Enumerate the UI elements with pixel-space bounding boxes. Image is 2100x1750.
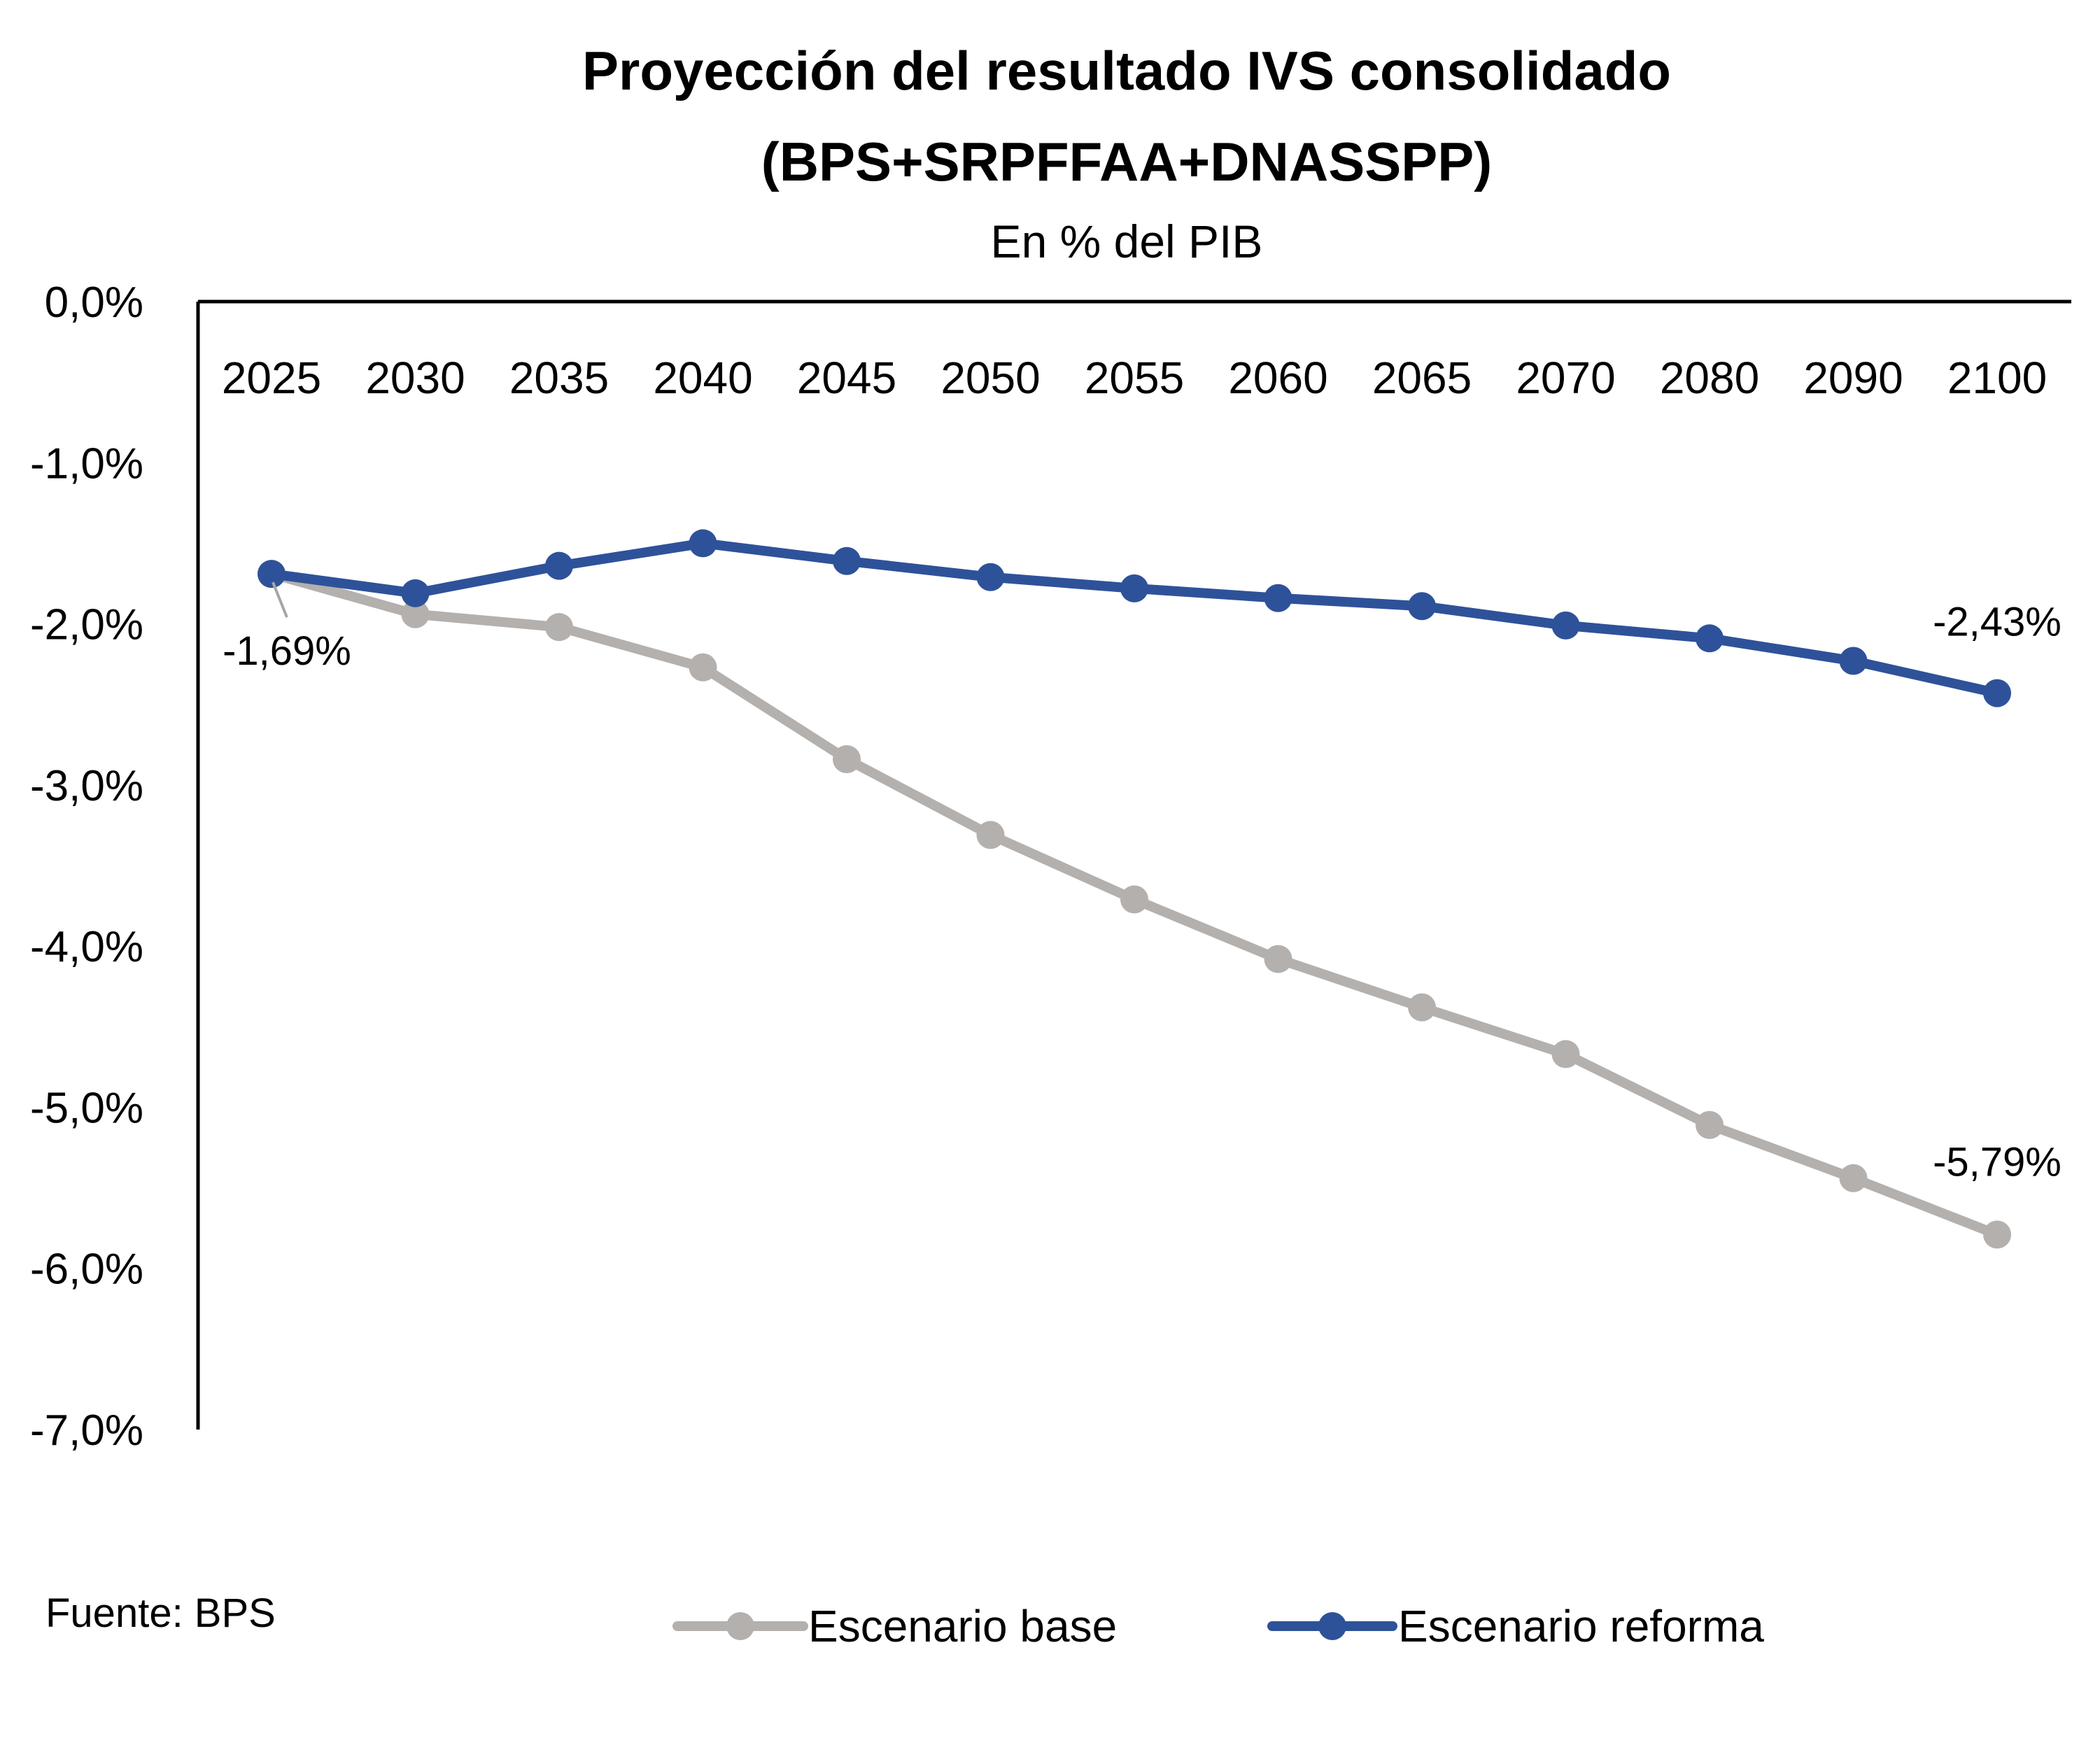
data-label: -1,69%: [223, 628, 351, 674]
legend-item-reforma: Escenario reforma: [1267, 1601, 1764, 1651]
legend: Escenario base Escenario reforma: [672, 1601, 1764, 1651]
y-tick-label: -6,0%: [30, 1246, 143, 1294]
x-tick-label: 2060: [1228, 353, 1327, 403]
data-label: -5,79%: [1933, 1139, 2062, 1185]
chart-title-line-2: (BPS+SRPFFAA+DNASSPP): [761, 131, 1493, 192]
data-label: -2,43%: [1933, 600, 2062, 645]
y-tick-label: -5,0%: [30, 1084, 143, 1132]
legend-item-base: Escenario base: [672, 1601, 1117, 1651]
x-tick-label: 2070: [1516, 353, 1615, 403]
x-tick-label: 2030: [365, 353, 465, 403]
y-axis-ticks: 0,0% -1,0% -2,0% -3,0% -4,0% -5,0% -6,0% -7,0%: [30, 278, 143, 1455]
x-tick-label: 2065: [1372, 353, 1472, 403]
source-note: Fuente: BPS: [45, 1590, 276, 1636]
x-axis-ticks: 2025 2030 2035 2040 2045 2050 2055 2060 2065 2070…: [222, 353, 2047, 403]
data-point: [689, 653, 717, 682]
series-line: [267, 538, 2002, 698]
data-point: [976, 821, 1005, 849]
axes: [196, 299, 2071, 1430]
data-point: [401, 600, 430, 628]
data-point: [1551, 611, 1580, 640]
data-point: [1983, 1220, 2011, 1249]
y-tick-label: 0,0%: [45, 278, 143, 327]
series-layer: [258, 529, 2011, 1249]
y-tick-label: -2,0%: [30, 601, 143, 649]
data-point: [1696, 624, 1724, 653]
data-point: [689, 529, 717, 558]
data-point: [1696, 1110, 1724, 1139]
legend-label: Escenario base: [808, 1601, 1117, 1651]
x-tick-label: 2035: [509, 353, 609, 403]
chart-subtitle: En % del PIB: [991, 216, 1263, 267]
legend-label: Escenario reforma: [1398, 1601, 1764, 1651]
y-tick-label: -4,0%: [30, 923, 143, 971]
y-tick-label: -1,0%: [30, 439, 143, 488]
x-tick-label: 2050: [940, 353, 1040, 403]
data-point: [1408, 592, 1436, 621]
data-point: [401, 579, 430, 607]
x-tick-label: 2080: [1660, 353, 1759, 403]
data-labels: -1,69% -2,43% -5,79%: [223, 581, 2062, 1185]
data-point: [1120, 885, 1148, 914]
y-tick-label: -7,0%: [30, 1406, 143, 1455]
x-tick-label: 2090: [1803, 353, 1903, 403]
data-point: [1264, 945, 1292, 973]
x-tick-label: 2055: [1085, 353, 1184, 403]
data-point: [976, 563, 1005, 591]
data-point: [833, 745, 861, 774]
data-point: [1839, 1164, 1868, 1192]
data-point: [545, 613, 573, 642]
label-leader-line: [272, 581, 288, 618]
x-tick-label: 2045: [797, 353, 896, 403]
x-tick-label: 2040: [653, 353, 752, 403]
data-point: [833, 546, 861, 575]
series-reforma: [258, 529, 2011, 707]
data-point: [1839, 647, 1868, 675]
data-point: [1264, 584, 1292, 612]
data-point: [258, 560, 286, 588]
data-point: [1551, 1040, 1580, 1068]
legend-swatch-marker: [726, 1612, 754, 1640]
x-tick-label: 2025: [222, 353, 321, 403]
legend-swatch-marker: [1318, 1612, 1346, 1640]
data-point: [1120, 574, 1148, 602]
data-point: [545, 551, 573, 580]
chart-title-line-1: Proyección del resultado IVS consolidado: [582, 40, 1671, 101]
x-tick-label: 2100: [1947, 353, 2047, 403]
y-tick-label: -3,0%: [30, 762, 143, 810]
series-base: [258, 560, 2011, 1249]
data-point: [1983, 679, 2011, 707]
data-point: [1408, 993, 1436, 1022]
